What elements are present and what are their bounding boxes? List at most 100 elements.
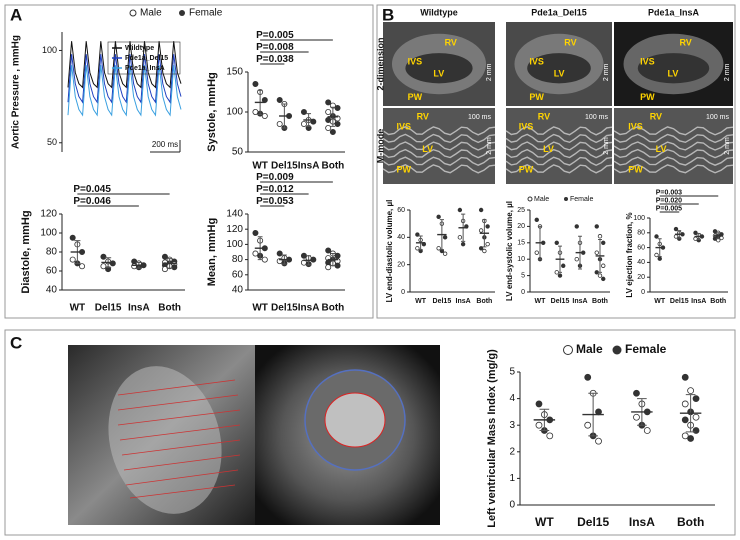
echo-anatomy-label: RV [445,37,457,47]
y-tick-label: 100 [40,228,57,239]
echo-column-title: Pde1a_Del15 [531,7,587,17]
data-point [597,273,603,278]
echo-anatomy-label: LV [543,144,554,154]
x-tick-label: Both [476,298,492,305]
echo-column-title: Wildtype [420,7,457,17]
echo-anatomy-label: IVS [519,121,534,131]
echo-anatomy-label: LV [433,68,444,78]
legend-marker-female [564,197,568,201]
data-point [681,416,689,424]
echo-mmode-trace [613,156,734,166]
y-tick-label: 40 [46,285,58,296]
data-point [485,241,490,247]
legend-female: Female [189,8,223,19]
data-point [334,105,341,112]
y-tick-label: 15 [517,240,525,247]
legend-female: Female [625,342,667,356]
data-point [325,109,332,116]
echo-anatomy-label: PW [396,165,411,175]
x-tick-label: Del15 [551,298,570,305]
x-tick-label: Del15 [95,303,122,314]
data-point [478,207,484,213]
data-point [535,400,543,408]
data-point [633,389,640,397]
data-point [478,246,484,251]
echo-scale: 2 mm [724,63,731,81]
significance-label: P=0.046 [73,196,111,207]
x-tick-label: Both [158,303,181,314]
echo-anatomy-label: LV [554,68,565,78]
y-tick-label: 80 [637,230,645,237]
y-tick-label: 40 [397,234,405,241]
echo-anatomy-label: LV [668,68,679,78]
x-tick-label: Both [321,303,344,314]
data-point [643,427,651,434]
data-point [161,266,168,273]
x-tick-label: InsA [456,298,471,305]
echo-scale: 2 mm [724,137,731,155]
data-point [681,400,689,408]
x-tick-label: Both [677,515,704,529]
x-tick-label: Del15 [433,298,452,305]
data-point [300,109,307,116]
data-point [460,241,466,247]
data-point [561,263,566,268]
echo-anatomy-label: PW [529,92,544,102]
data-point [161,253,168,260]
data-point [69,234,76,241]
data-point [597,234,603,239]
data-point [276,121,283,128]
y-tick-label: 150 [226,67,243,78]
data-point [681,432,689,440]
panel-c-frame [4,329,736,536]
echo-row-label: 2-dimension [375,37,385,90]
data-point [334,252,341,259]
echo-mmode-trace [382,156,496,166]
data-point [692,427,700,434]
echo-anatomy-label: PW [640,92,655,102]
significance-label: P=0.045 [73,184,111,195]
x-tick-label: WT [415,298,427,305]
data-point [325,125,332,132]
data-point [534,217,539,223]
y-tick-label: 120 [40,209,57,220]
y-tick-label: 80 [232,254,244,265]
echo-scale: 100 ms [706,114,729,121]
data-point [594,250,599,255]
data-point [673,226,679,232]
echo-mmode-trace [382,164,496,174]
data-point [436,246,441,251]
line-series [67,54,182,104]
y-tick-label: 10 [517,256,525,263]
data-point [554,240,559,245]
echo-mmode-trace [505,133,613,144]
data-point [681,373,689,381]
data-point [482,248,487,254]
data-point [100,253,107,260]
y-tick-label: 3 [509,420,515,431]
echo-mmode-trace [382,133,496,144]
echo-mmode-trace [505,126,613,136]
x-tick-label: Both [321,161,344,172]
legend-marker-female [612,345,622,355]
x-tick-label: WT [252,303,268,314]
x-tick-label: WT [70,303,86,314]
x-tick-label: InsA [298,161,320,172]
echo-anatomy-label: RV [538,111,550,121]
y-axis-label: Left ventricular Mass Index (mg/g) [486,349,498,528]
x-tick-label: Del15 [670,298,689,305]
data-point [310,256,317,263]
data-point [334,262,341,269]
data-point [574,257,579,262]
significance-label: P=0.020 [656,198,682,205]
data-point [719,235,724,241]
echo-mmode-trace [505,148,613,159]
data-point [442,251,448,256]
data-point [584,373,592,381]
echo-row-label: M-mode [375,129,385,164]
data-point [415,246,420,251]
data-point [334,121,341,128]
y-tick-label: 1 [509,473,515,484]
data-point [657,256,662,261]
